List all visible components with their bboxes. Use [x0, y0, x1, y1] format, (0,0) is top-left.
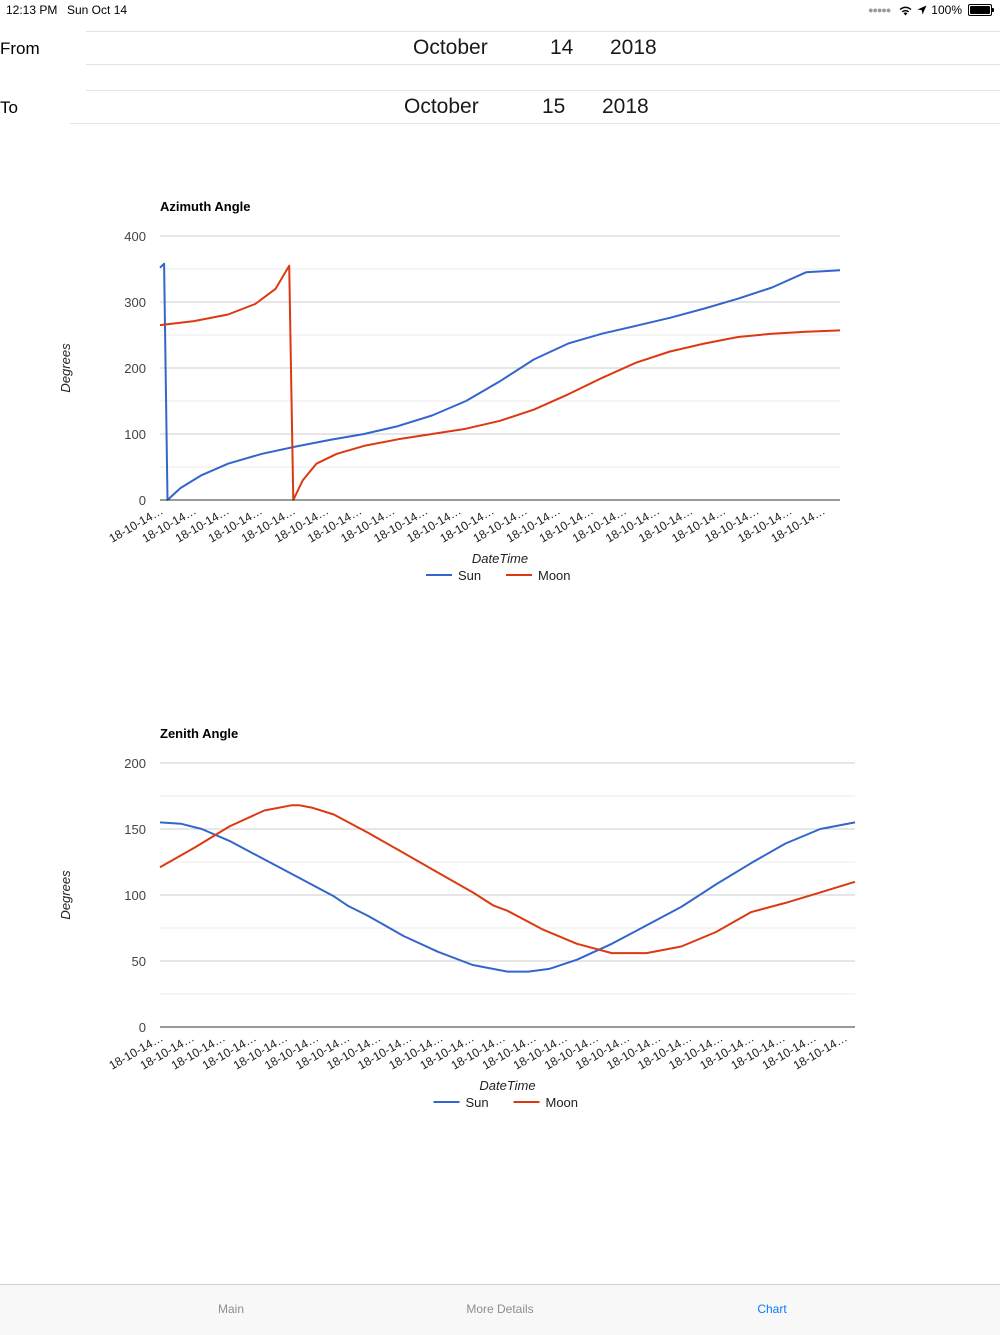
from-month-wheel[interactable]: October: [413, 36, 488, 59]
x-axis-label: DateTime: [472, 551, 528, 566]
from-label: From: [0, 39, 40, 58]
y-tick-label: 150: [124, 822, 146, 837]
to-label: To: [0, 98, 18, 117]
y-tick-label: 400: [124, 229, 146, 244]
signal-icon: ●●●●●: [868, 5, 891, 15]
battery-percent: 100%: [931, 3, 962, 17]
y-tick-label: 50: [132, 954, 146, 969]
legend-label-moon: Moon: [546, 1095, 579, 1110]
y-tick-label: 200: [124, 361, 146, 376]
from-year-wheel[interactable]: 2018: [610, 36, 657, 59]
y-tick-label: 300: [124, 295, 146, 310]
status-date: Sun Oct 14: [67, 3, 128, 17]
wifi-icon: [899, 6, 912, 15]
y-tick-label: 100: [124, 888, 146, 903]
legend-label-sun: Sun: [466, 1095, 489, 1110]
location-arrow-icon: [917, 5, 927, 15]
y-tick-label: 0: [139, 493, 146, 508]
tab-main[interactable]: Main: [217, 1302, 245, 1316]
zenith-chart: Zenith Angle 0 50 100 150 200 Degrees 18-10-14……: [0, 717, 1000, 1127]
chart-title: Zenith Angle: [160, 726, 238, 741]
series-line-sun: [159, 821, 856, 973]
series-line-moon: [159, 804, 856, 955]
legend-label-moon: Moon: [538, 568, 571, 583]
azimuth-chart: Azimuth Angle 0 100 200 300 400 Degrees 18-10-1…: [0, 190, 1000, 600]
chart-title: Azimuth Angle: [160, 199, 251, 214]
series-line-moon: [159, 264, 841, 501]
status-right: ●●●●● 100%: [868, 3, 994, 17]
picker-line: [86, 90, 1000, 91]
to-date-row: To October 15 2018: [0, 80, 1000, 138]
to-day-wheel[interactable]: 15: [542, 95, 566, 118]
picker-line: [86, 31, 1000, 32]
y-tick-label: 200: [124, 756, 146, 771]
tab-more-details[interactable]: More Details: [466, 1302, 534, 1316]
legend-label-sun: Sun: [458, 568, 481, 583]
status-bar: 12:13 PM Sun Oct 14 ●●●●● 100%: [0, 0, 1000, 22]
azimuth-chart-svg: Azimuth Angle0100200300400Degrees18-10-1…: [58, 199, 841, 583]
x-axis-label: DateTime: [479, 1078, 535, 1093]
y-tick-label: 100: [124, 427, 146, 442]
to-year-wheel[interactable]: 2018: [602, 95, 649, 118]
y-axis-label: Degrees: [58, 343, 73, 393]
battery-icon: [968, 4, 994, 16]
zenith-chart-svg: Zenith Angle050100150200Degrees18-10-14……: [58, 726, 856, 1110]
from-day-wheel[interactable]: 14: [550, 36, 574, 59]
picker-line: [70, 123, 1000, 124]
to-month-wheel[interactable]: October: [404, 95, 479, 118]
from-date-row: From October 14 2018: [0, 22, 1000, 80]
picker-line: [86, 64, 1000, 65]
status-time: 12:13 PM: [6, 3, 58, 17]
tab-chart[interactable]: Chart: [757, 1302, 787, 1316]
y-axis-label: Degrees: [58, 870, 73, 920]
y-tick-label: 0: [139, 1020, 146, 1035]
tab-bar: Main More Details Chart: [0, 1284, 1000, 1335]
series-line-sun: [159, 262, 841, 501]
